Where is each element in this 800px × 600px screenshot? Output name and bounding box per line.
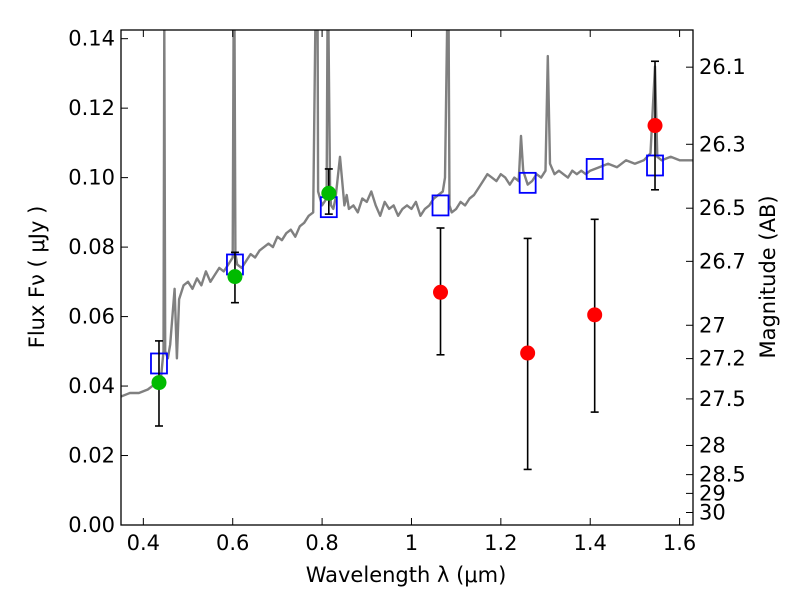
x-tick-label: 1.4 bbox=[574, 531, 607, 555]
y2-tick-label: 28.5 bbox=[699, 463, 746, 487]
data-point bbox=[587, 307, 603, 323]
x-tick-label: 1.6 bbox=[663, 531, 696, 555]
spectrum-line bbox=[121, 30, 693, 398]
y-tick-label: 0.00 bbox=[68, 513, 115, 537]
model-square-point bbox=[585, 158, 604, 180]
x-tick-label: 1 bbox=[405, 531, 418, 555]
model-square-point bbox=[518, 171, 537, 194]
y2-tick-label: 26.5 bbox=[699, 196, 746, 220]
y2-tick-label: 28 bbox=[699, 433, 726, 457]
x-axis: 0.4 0.6 0.8 1 1.2 1.4 1.6 bbox=[127, 30, 696, 555]
data-point bbox=[520, 345, 536, 361]
y-axis: 0.00 0.02 0.04 0.06 0.08 0.10 0.12 0.14 bbox=[68, 27, 128, 537]
y2-tick-label: 26.1 bbox=[699, 55, 746, 79]
y2-tick-label: 26.3 bbox=[699, 132, 746, 156]
y-tick-label: 0.06 bbox=[68, 305, 115, 329]
model-square-point bbox=[431, 194, 450, 217]
y-tick-label: 0.02 bbox=[68, 444, 115, 468]
y2-tick-label: 27.5 bbox=[699, 387, 746, 411]
y-tick-label: 0.12 bbox=[68, 96, 115, 120]
y2-tick-label: 27 bbox=[699, 313, 726, 337]
y2-axis-label: Magnitude (AB) bbox=[756, 195, 780, 358]
data-point bbox=[321, 185, 337, 201]
plot-area bbox=[121, 30, 693, 471]
data-point bbox=[647, 118, 663, 134]
y-axis-label: Flux Fν ( μJy ) bbox=[25, 206, 49, 349]
y-tick-label: 0.04 bbox=[68, 374, 115, 398]
data-point bbox=[227, 269, 243, 285]
y2-tick-label: 29 bbox=[699, 481, 726, 505]
y2-tick-label: 27.2 bbox=[699, 347, 746, 371]
y-tick-label: 0.14 bbox=[68, 27, 115, 51]
y2-tick-label: 26.7 bbox=[699, 249, 746, 273]
x-tick-label: 0.8 bbox=[305, 531, 338, 555]
y-tick-label: 0.10 bbox=[68, 166, 115, 190]
x-tick-label: 0.6 bbox=[216, 531, 249, 555]
x-tick-label: 0.4 bbox=[127, 531, 160, 555]
data-point bbox=[151, 375, 167, 391]
y-tick-label: 0.08 bbox=[68, 235, 115, 259]
plot-frame bbox=[120, 29, 694, 526]
data-point bbox=[433, 284, 449, 300]
y2-tick-label: 30 bbox=[699, 500, 726, 524]
x-axis-label: Wavelength λ (μm) bbox=[306, 563, 507, 587]
x-tick-label: 1.2 bbox=[484, 531, 517, 555]
